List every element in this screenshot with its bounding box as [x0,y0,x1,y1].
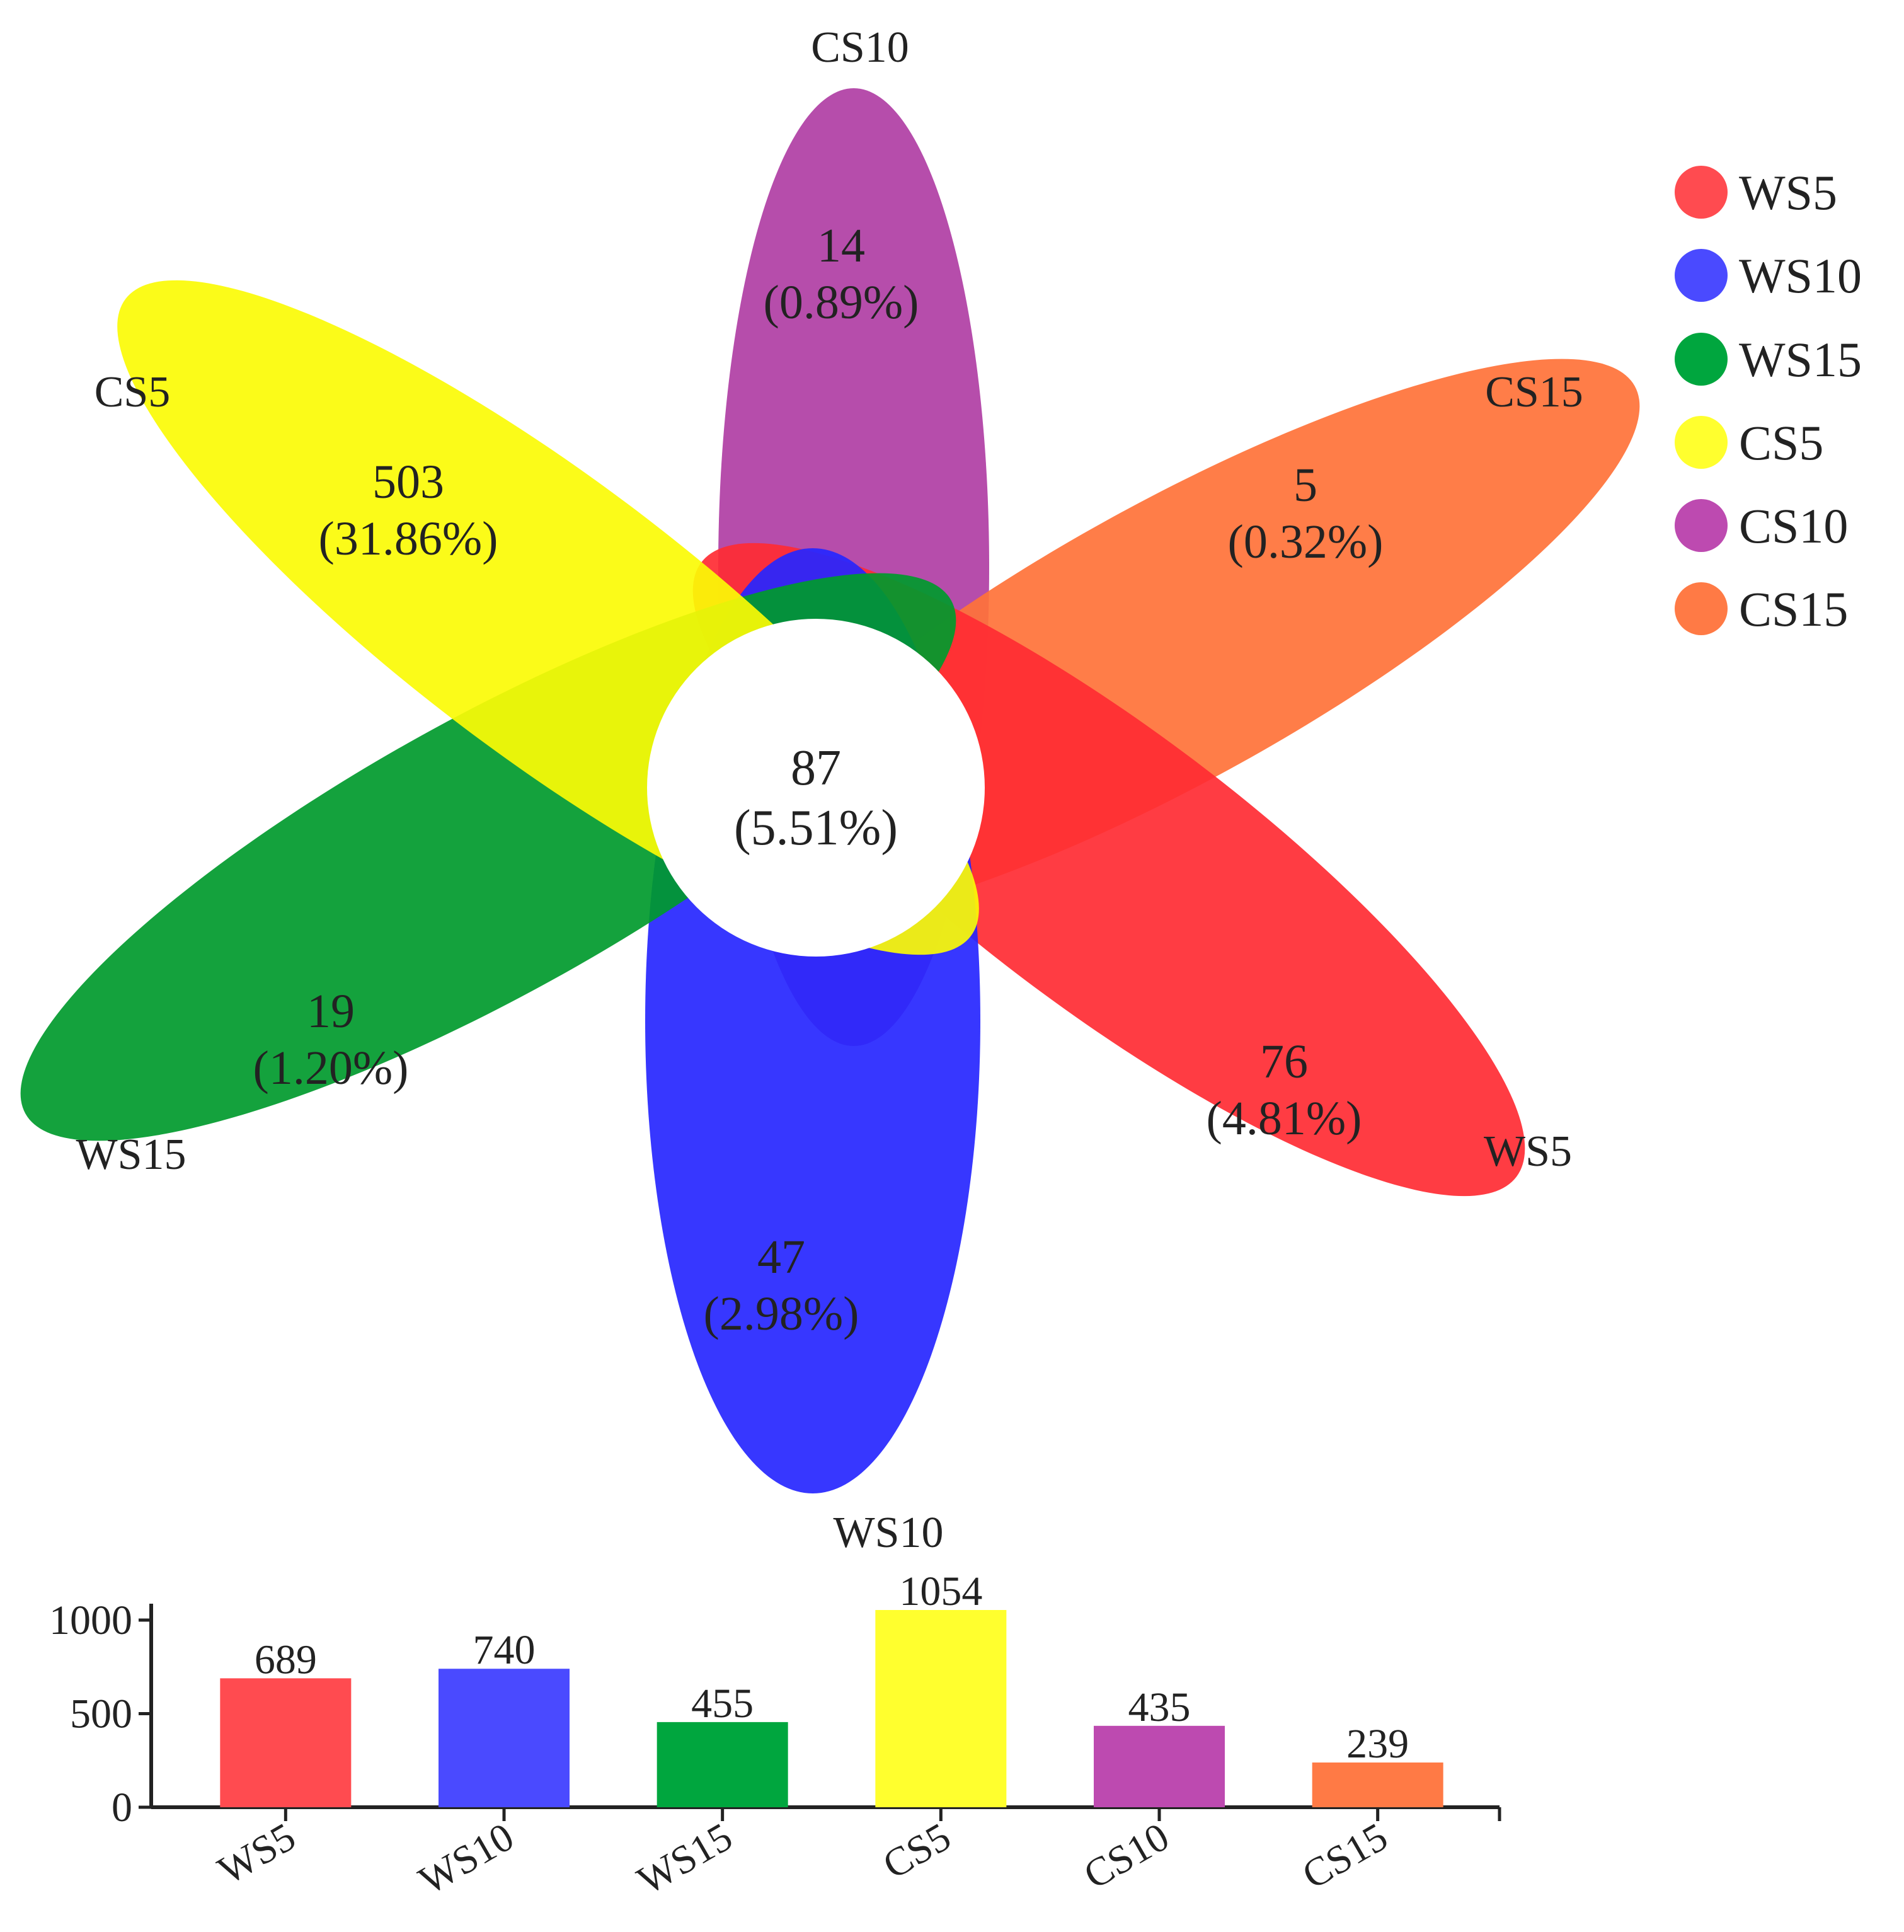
petal-label-cs15: CS15 [1485,368,1583,417]
legend: WS5 WS10 WS15 CS5 CS10 CS15 [1675,165,1862,636]
legend-label-cs10: CS10 [1739,498,1848,553]
legend-label-ws15: WS15 [1739,332,1862,387]
bar-value-labels: 689 740 455 1054 435 239 [255,1568,1409,1767]
bar-value-ws15: 455 [691,1681,754,1727]
bar-value-cs5: 1054 [899,1568,982,1614]
bar-value-ws5: 689 [255,1636,317,1682]
y-tick-label-500: 500 [70,1691,132,1737]
bar-value-ws10: 740 [473,1627,536,1673]
x-tick-label-cs5: CS5 [875,1814,958,1888]
core-count: 87 [791,740,841,796]
x-tick-label-cs10: CS10 [1076,1814,1176,1898]
legend-label-cs5: CS5 [1739,415,1823,470]
petal-count-ws15: 19 [307,985,355,1038]
y-tick-label-0: 0 [112,1785,132,1831]
bar-cs5 [875,1610,1007,1807]
x-tick-label-ws15: WS15 [630,1814,740,1903]
bar-value-cs15: 239 [1346,1721,1409,1767]
legend-swatch-cs5 [1675,416,1728,469]
bar-ws10 [439,1669,570,1807]
y-ticks: 0 500 1000 [49,1597,151,1831]
petal-percent-ws5: (4.81%) [1207,1092,1362,1145]
bar-ws5 [220,1678,352,1807]
legend-label-ws10: WS10 [1739,248,1862,303]
legend-swatch-ws5 [1675,166,1728,219]
petal-count-cs5: 503 [372,456,444,509]
petal-count-ws5: 76 [1260,1035,1308,1088]
legend-swatch-ws15 [1675,333,1728,386]
bar-ws15 [657,1722,788,1807]
x-tick-label-ws10: WS10 [411,1814,521,1903]
petal-label-ws5: WS5 [1484,1127,1572,1176]
x-tick-label-ws5: WS5 [210,1814,302,1893]
petal-label-cs10: CS10 [811,23,909,72]
petal-percent-cs10: (0.89%) [764,276,919,329]
core-circle [647,619,985,957]
petal-count-cs10: 14 [817,219,865,272]
bar-cs10 [1094,1725,1225,1807]
legend-swatch-cs15 [1675,582,1728,635]
x-ticks: WS5 WS10 WS15 CS5 CS10 CS15 [210,1807,1501,1903]
bars [220,1610,1443,1807]
petal-percent-cs5: (31.86%) [319,512,498,565]
petal-label-ws15: WS15 [76,1130,186,1179]
x-tick-label-cs15: CS15 [1295,1814,1395,1898]
legend-label-ws5: WS5 [1739,165,1837,220]
flower-diagram: CS10 CS15 WS5 WS10 WS15 CS5 14 (0.89%) 5… [20,23,1640,1557]
petal-count-ws10: 47 [757,1231,805,1284]
legend-swatch-ws10 [1675,249,1728,302]
bar-cs15 [1312,1762,1443,1807]
bar-chart: 689 740 455 1054 435 239 0 500 1000 WS5 WS10 WS15… [49,1568,1501,1903]
petal-percent-ws15: (1.20%) [253,1042,409,1095]
petal-count-cs15: 5 [1293,459,1317,512]
core-percent: (5.51%) [734,800,898,856]
y-tick-label-1000: 1000 [49,1597,132,1643]
legend-label-cs15: CS15 [1739,582,1848,636]
petal-label-ws10: WS10 [834,1509,944,1557]
petal-percent-cs15: (0.32%) [1228,515,1384,568]
bar-value-cs10: 435 [1128,1684,1191,1730]
legend-swatch-cs10 [1675,499,1728,552]
petal-percent-ws10: (2.98%) [704,1287,859,1340]
petal-label-cs5: CS5 [95,368,171,417]
